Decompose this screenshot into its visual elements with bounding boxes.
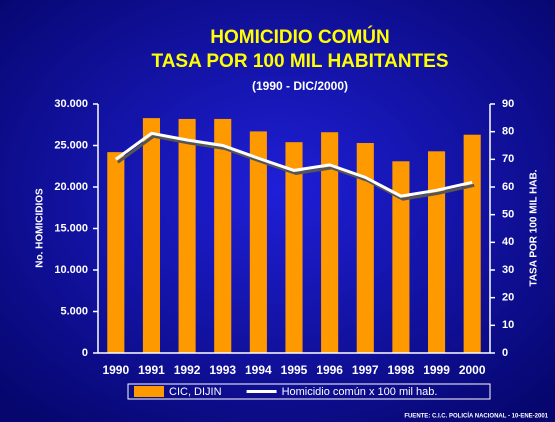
bar <box>285 142 303 353</box>
x-tick-label: 1993 <box>209 363 236 377</box>
legend-swatch <box>134 386 164 397</box>
y-tick-label: 10.000 <box>54 264 88 276</box>
bar <box>356 143 374 353</box>
bar <box>321 132 339 353</box>
y2-tick-label: 60 <box>502 181 514 193</box>
y2-tick-label: 30 <box>502 264 514 276</box>
y-tick-label: 0 <box>82 347 88 359</box>
y-tick-label: 20.000 <box>54 181 88 193</box>
bar <box>214 118 232 353</box>
chart-subtitle: TASA POR 100 MIL HABITANTES <box>152 51 449 72</box>
legend-label: Homicidio común x 100 mil hab. <box>282 386 438 398</box>
y2-tick-label: 10 <box>502 319 514 331</box>
x-tick-label: 1994 <box>245 363 272 377</box>
y2-tick-label: 70 <box>502 153 514 165</box>
x-tick-label: 2000 <box>459 363 486 377</box>
bar <box>142 118 161 353</box>
y-tick-label: 30.000 <box>54 98 88 110</box>
y2-tick-label: 0 <box>502 347 508 359</box>
x-tick-label: 1992 <box>174 363 201 377</box>
period: (1990 - DIC/2000) <box>252 79 348 93</box>
x-tick-label: 1991 <box>138 363 165 377</box>
y2-tick-label: 50 <box>502 209 514 221</box>
y2-axis-label: TASA POR 100 MIL HAB. <box>529 169 540 286</box>
y2-tick-label: 80 <box>502 126 514 138</box>
y2-tick-label: 40 <box>502 236 514 248</box>
x-tick-label: 1999 <box>423 363 450 377</box>
x-tick-label: 1998 <box>388 363 415 377</box>
legend-box <box>127 383 491 400</box>
line <box>114 131 473 198</box>
chart-title: HOMICIDIO COMÚN <box>210 26 389 48</box>
x-tick-label: 1996 <box>316 363 343 377</box>
x-tick-label: 1995 <box>281 363 308 377</box>
bar <box>392 161 410 353</box>
y2-tick-label: 90 <box>502 98 514 110</box>
x-tick-label: 1997 <box>352 363 379 377</box>
bar <box>107 152 125 353</box>
y-tick-label: 15.000 <box>54 222 88 234</box>
bar <box>178 118 196 353</box>
bar <box>427 151 446 353</box>
source: FUENTE: C.I.C. POLICÍA NACIONAL - 10-ENE… <box>404 412 548 420</box>
y-tick-label: 25.000 <box>54 139 88 151</box>
y-axis-label: No. HOMICIDIOS <box>35 188 46 268</box>
y2-tick-label: 20 <box>502 292 514 304</box>
x-tick-label: 1990 <box>102 363 129 377</box>
bar <box>249 131 267 353</box>
bar <box>463 134 481 353</box>
y-tick-label: 5.000 <box>60 305 88 317</box>
legend-label: CIC, DIJIN <box>169 386 222 398</box>
